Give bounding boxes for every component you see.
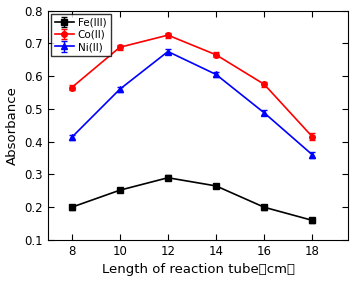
Y-axis label: Absorbance: Absorbance <box>6 86 18 165</box>
Legend: Fe(III), Co(II), Ni(II): Fe(III), Co(II), Ni(II) <box>51 14 110 56</box>
X-axis label: Length of reaction tube（cm）: Length of reaction tube（cm） <box>102 263 295 276</box>
